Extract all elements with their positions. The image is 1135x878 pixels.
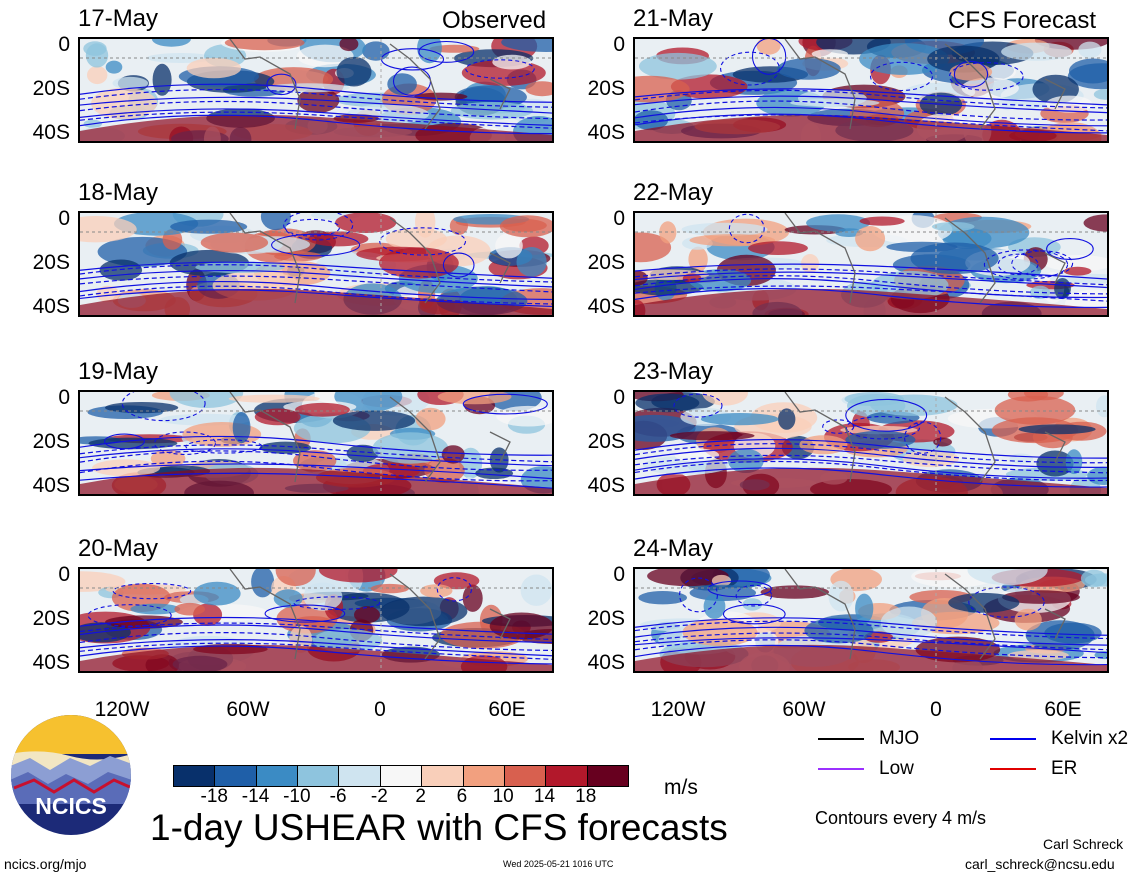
colorbar-swatch bbox=[379, 766, 422, 786]
colorbar-swatch bbox=[421, 766, 463, 786]
colorbar-swatch bbox=[545, 766, 587, 786]
lon-tick-label-left: 0 bbox=[374, 698, 386, 721]
colorbar-unit: m/s bbox=[664, 776, 698, 799]
lon-tick-label-right: 60E bbox=[1044, 698, 1082, 721]
colorbar-tick-label: -14 bbox=[241, 786, 270, 807]
colorbar-tick-label: 10 bbox=[492, 786, 514, 807]
panel-date-left-1: 18-May bbox=[78, 179, 159, 206]
colorbar-swatch bbox=[338, 766, 380, 786]
lon-tick-label-left: 60E bbox=[488, 698, 526, 721]
lat-tick-label: 20S bbox=[32, 430, 70, 453]
lat-tick-label: 0 bbox=[613, 386, 625, 409]
footer-timestamp: Wed 2025-05-21 1016 UTC bbox=[503, 859, 614, 869]
lat-tick-label: 40S bbox=[32, 295, 70, 318]
lat-tick-label: 0 bbox=[58, 386, 70, 409]
footer-url[interactable]: ncics.org/mjo bbox=[4, 856, 87, 872]
panel-date-left-0: 17-May bbox=[78, 5, 159, 32]
colorbar-swatch bbox=[297, 766, 339, 786]
colorbar-tick-label: -2 bbox=[370, 786, 388, 807]
lat-tick-label: 20S bbox=[587, 430, 625, 453]
lat-tick-label: 0 bbox=[613, 563, 625, 586]
forecast-label: CFS Forecast bbox=[948, 7, 1097, 34]
map-panel-left-1 bbox=[78, 211, 554, 317]
lat-tick-label: 0 bbox=[613, 207, 625, 230]
lat-tick-label: 0 bbox=[58, 563, 70, 586]
legend-label: ER bbox=[1051, 758, 1078, 779]
colorbar-tick-label: 14 bbox=[533, 786, 556, 807]
colorbar-swatch bbox=[462, 766, 504, 786]
colorbar-swatch bbox=[174, 766, 215, 786]
colorbar-tick-label: -6 bbox=[329, 786, 347, 807]
map-panel-left-0 bbox=[78, 37, 554, 143]
map-panel-left-2 bbox=[78, 390, 554, 496]
lat-tick-label: 20S bbox=[587, 607, 625, 630]
lat-tick-label: 20S bbox=[32, 251, 70, 274]
lat-tick-label: 0 bbox=[613, 33, 625, 56]
footer-email[interactable]: carl_schreck@ncsu.edu bbox=[965, 856, 1115, 872]
lat-tick-label: 40S bbox=[587, 651, 625, 674]
map-panel-right-1 bbox=[633, 211, 1109, 317]
colorbar-tick-label: -10 bbox=[283, 786, 311, 807]
lat-tick-label: 40S bbox=[587, 295, 625, 318]
colorbar-tick-label: 2 bbox=[415, 786, 426, 807]
colorbar bbox=[173, 765, 629, 787]
lat-tick-label: 0 bbox=[58, 207, 70, 230]
lat-tick-label: 40S bbox=[587, 474, 625, 497]
legend-line-er bbox=[990, 768, 1036, 770]
lat-tick-label: 20S bbox=[587, 77, 625, 100]
map-panel-right-3 bbox=[633, 567, 1109, 673]
lon-tick-label-right: 120W bbox=[650, 698, 706, 721]
lon-tick-label-right: 60W bbox=[782, 698, 826, 721]
panel-date-right-1: 22-May bbox=[633, 179, 714, 206]
colorbar-swatch bbox=[586, 766, 628, 786]
colorbar-tick-label: 18 bbox=[575, 786, 597, 807]
colorbar-swatch bbox=[503, 766, 546, 786]
map-panel-right-0 bbox=[633, 37, 1109, 143]
legend-line-kelvin-x2 bbox=[990, 738, 1036, 740]
legend-label: Low bbox=[879, 758, 914, 779]
lat-tick-label: 40S bbox=[32, 121, 70, 144]
lat-tick-label: 20S bbox=[587, 251, 625, 274]
lat-tick-label: 40S bbox=[587, 121, 625, 144]
map-panel-left-3 bbox=[78, 567, 554, 673]
legend-line-low bbox=[818, 768, 864, 770]
lat-tick-label: 20S bbox=[32, 607, 70, 630]
ncics-logo: NCICS bbox=[10, 714, 132, 836]
lat-tick-label: 40S bbox=[32, 651, 70, 674]
colorbar-tick-label: -18 bbox=[200, 786, 228, 807]
panel-date-right-3: 24-May bbox=[633, 535, 714, 562]
map-panel-right-2 bbox=[633, 390, 1109, 496]
lon-tick-label-left: 60W bbox=[226, 698, 270, 721]
lon-tick-label-right: 0 bbox=[930, 698, 942, 721]
footer-author: Carl Schreck bbox=[1043, 836, 1124, 852]
observed-label: Observed bbox=[442, 7, 547, 34]
lon-tick-label-left: 120W bbox=[94, 698, 150, 721]
chart-title: 1-day USHEAR with CFS forecasts bbox=[150, 807, 728, 848]
colorbar-tick-label: 6 bbox=[456, 786, 468, 807]
legend-label: Kelvin x2 bbox=[1051, 728, 1129, 749]
contour-note: Contours every 4 m/s bbox=[815, 808, 987, 828]
colorbar-swatch bbox=[214, 766, 256, 786]
legend-line-mjo bbox=[818, 738, 864, 740]
panel-date-left-2: 19-May bbox=[78, 358, 159, 385]
lat-tick-label: 20S bbox=[32, 77, 70, 100]
logo-text: NCICS bbox=[35, 793, 107, 819]
panel-date-right-0: 21-May bbox=[633, 5, 714, 32]
legend-label: MJO bbox=[879, 728, 920, 749]
lat-tick-label: 40S bbox=[32, 474, 70, 497]
lat-tick-label: 0 bbox=[58, 33, 70, 56]
panel-date-right-2: 23-May bbox=[633, 358, 714, 385]
panel-date-left-3: 20-May bbox=[78, 535, 159, 562]
colorbar-swatch bbox=[255, 766, 298, 786]
